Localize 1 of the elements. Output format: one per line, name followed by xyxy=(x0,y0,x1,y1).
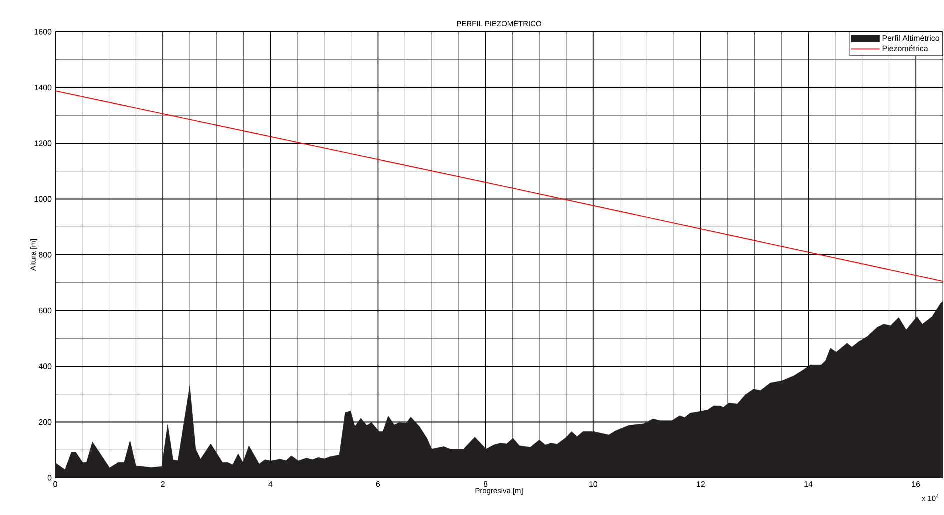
line-series xyxy=(56,90,944,282)
